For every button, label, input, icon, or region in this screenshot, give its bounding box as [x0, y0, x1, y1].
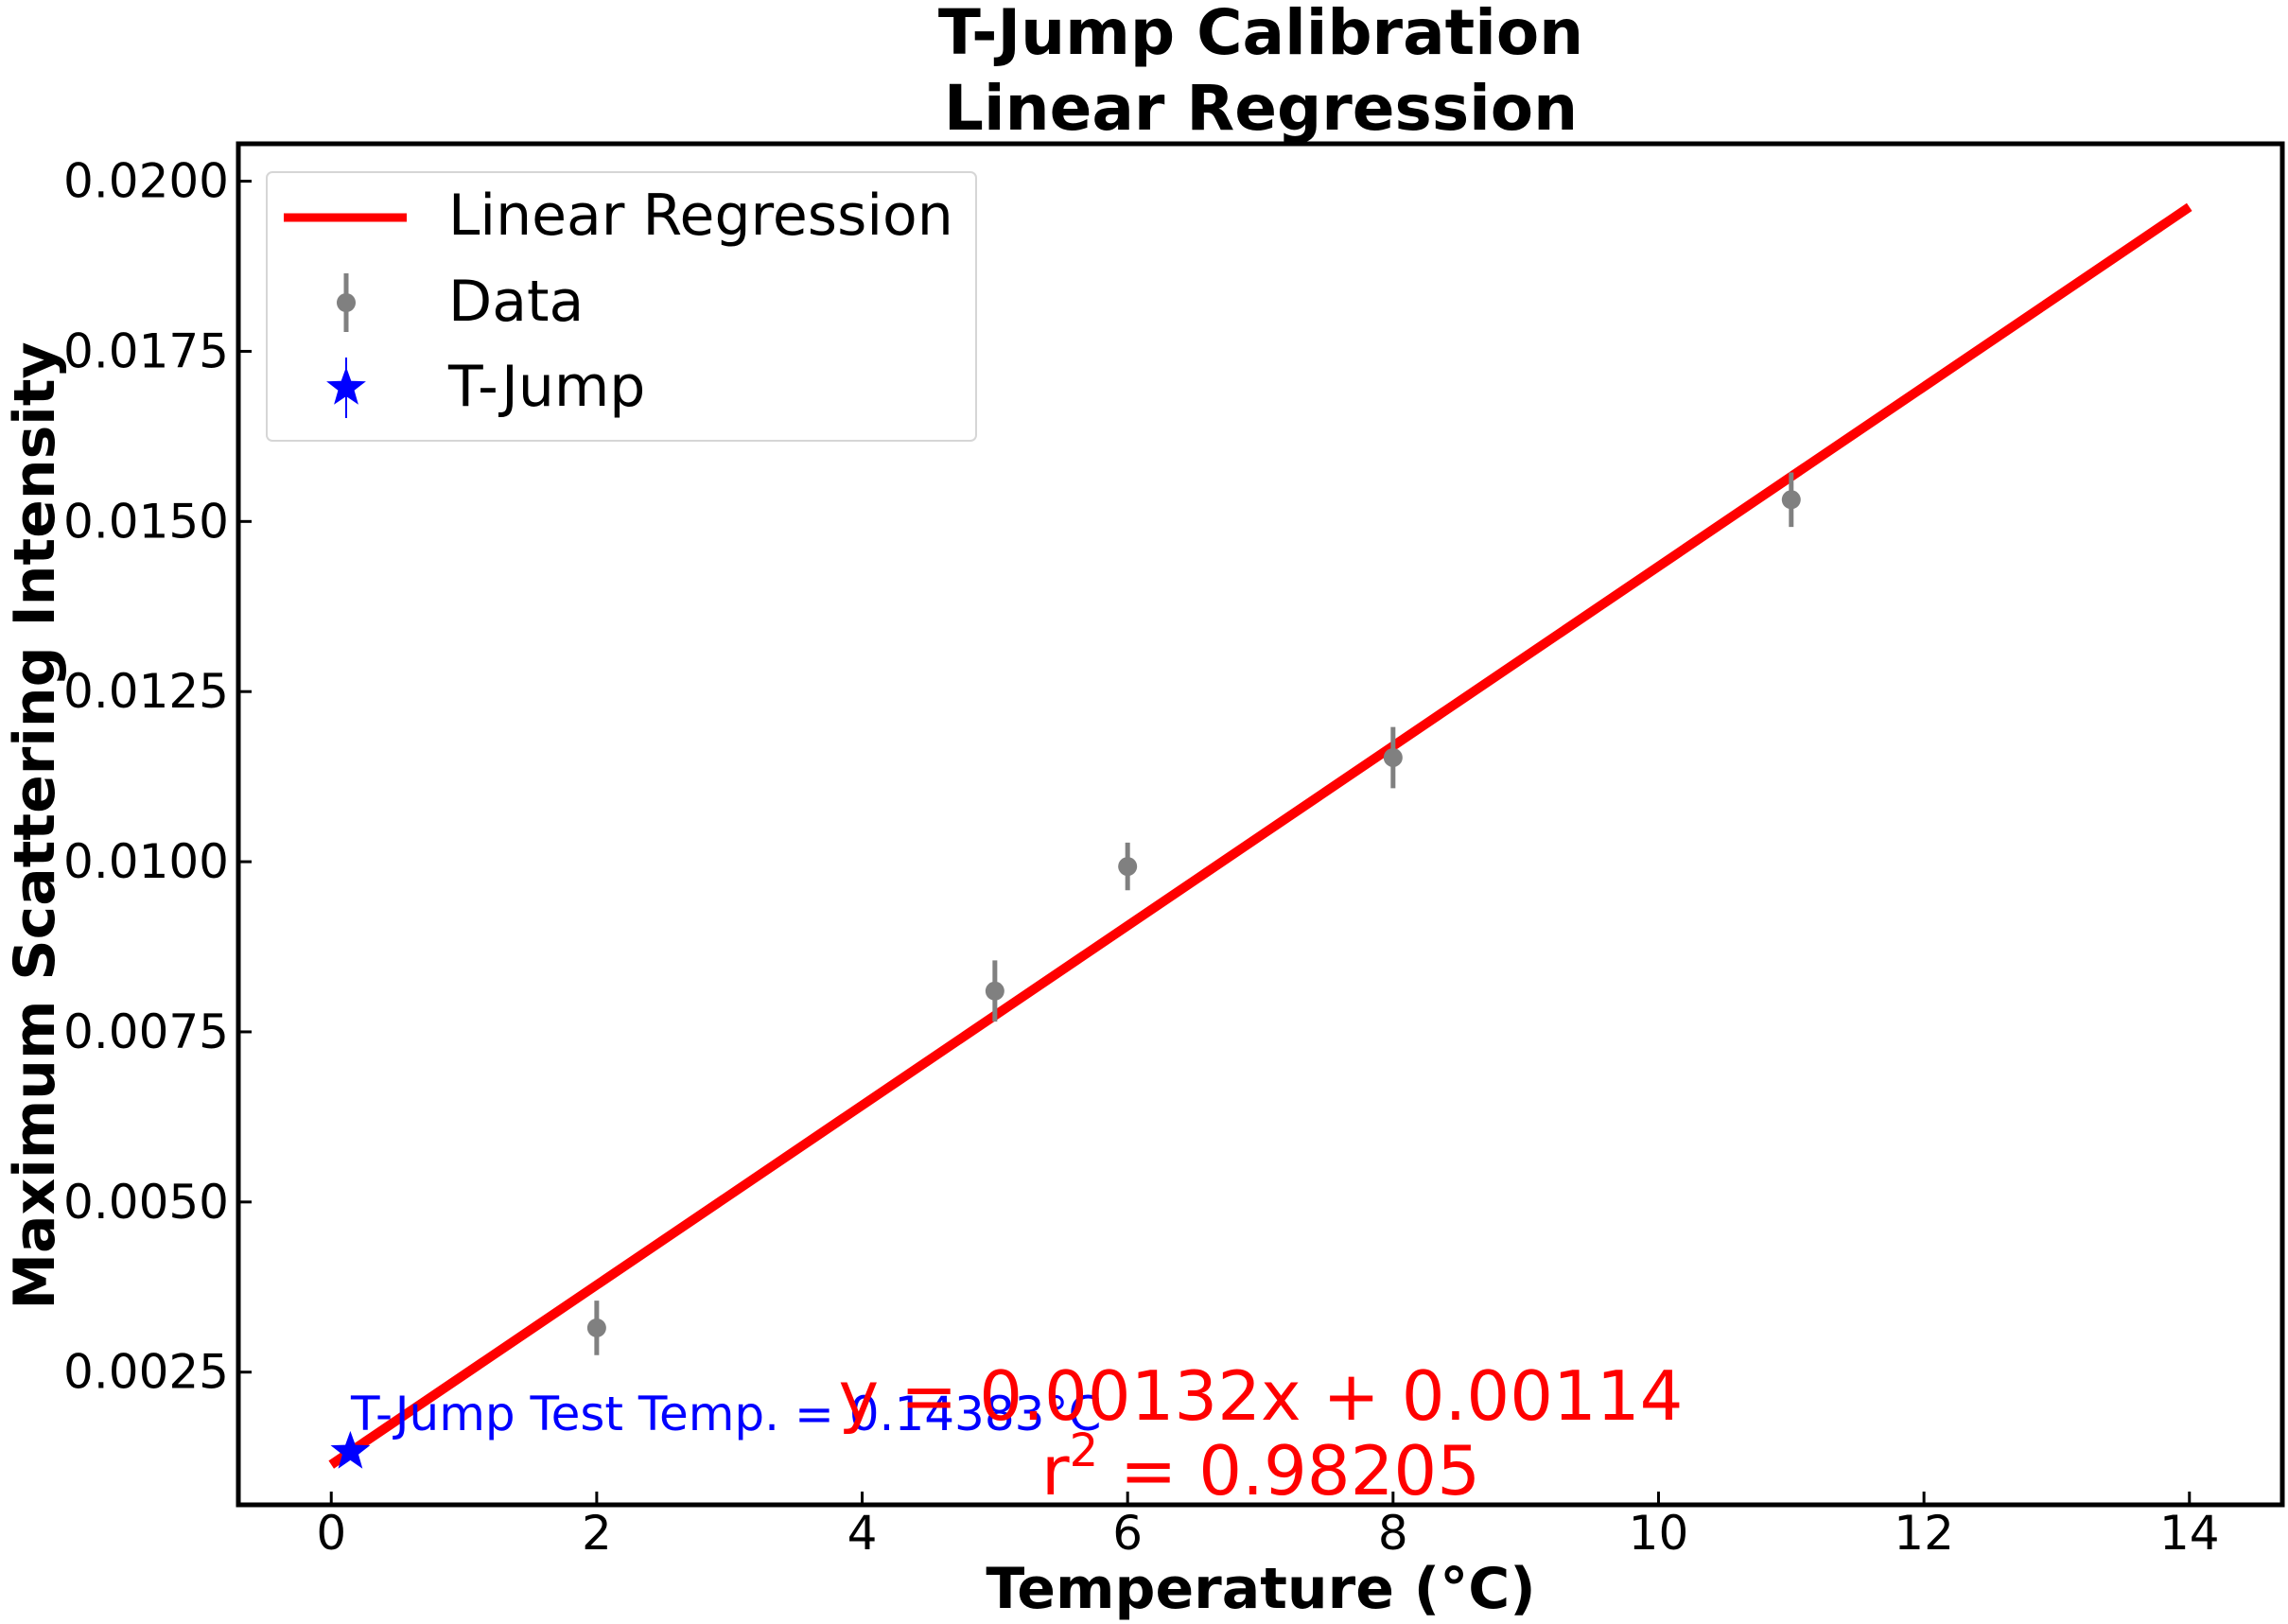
y-axis-ticks: 0.0025 0.0050 0.0075 0.0100 0.0125 0.0150 0.01… — [63, 154, 252, 1400]
x-axis-label: Temperature (°C) — [986, 1556, 1535, 1622]
x-tick-label: 12 — [1894, 1506, 1954, 1561]
chart-title: T-Jump Calibration Linear Regression — [938, 0, 1583, 145]
x-tick-label: 6 — [1112, 1506, 1143, 1561]
y-tick-label: 0.0200 — [63, 154, 229, 209]
x-tick-label: 2 — [582, 1506, 612, 1561]
legend-tjump-star-marker — [326, 367, 366, 405]
y-tick-label: 0.0125 — [63, 664, 229, 719]
r-squared-annotation: r2 = 0.98205 — [1041, 1424, 1480, 1510]
data-point — [586, 1318, 606, 1337]
legend-data-marker — [337, 293, 356, 312]
y-tick-label: 0.0100 — [63, 834, 229, 889]
legend-label-data: Data — [448, 269, 584, 335]
x-tick-label: 14 — [2159, 1506, 2220, 1561]
legend-label-tjump: T-Jump — [447, 354, 645, 420]
tjump-star-marker — [330, 1430, 371, 1469]
data-point — [985, 981, 1004, 1001]
y-tick-label: 0.0150 — [63, 494, 229, 549]
x-tick-label: 8 — [1378, 1506, 1408, 1561]
r-squared-superscript: 2 — [1070, 1424, 1099, 1477]
x-tick-label: 0 — [316, 1506, 346, 1561]
legend-label-linear-regression: Linear Regression — [448, 183, 953, 249]
plot-frame — [236, 141, 2285, 1508]
x-axis-ticks: 0 2 4 6 8 10 12 14 — [316, 1492, 2220, 1561]
r-squared-value: = 0.98205 — [1098, 1431, 1480, 1510]
regression-line — [328, 202, 2192, 1469]
y-tick-label: 0.0075 — [63, 1004, 229, 1059]
legend: Linear Regression Data T-Jump — [266, 171, 977, 442]
data-point — [1118, 857, 1138, 877]
regression-equation-annotation: y = 0.00132x + 0.00114 — [839, 1356, 1684, 1436]
data-point — [1383, 747, 1403, 767]
x-tick-label: 10 — [1629, 1506, 1689, 1561]
chart-title-line-2: Linear Regression — [944, 72, 1578, 145]
y-tick-label: 0.0050 — [63, 1175, 229, 1230]
data-point — [1781, 490, 1801, 510]
plot-area — [328, 202, 2192, 1469]
y-axis-label: Maximum Scattering Intensity — [2, 341, 68, 1309]
y-tick-label: 0.0025 — [63, 1345, 229, 1400]
chart-title-line-1: T-Jump Calibration — [938, 0, 1583, 69]
y-tick-label: 0.0175 — [63, 323, 229, 378]
x-tick-label: 4 — [847, 1506, 878, 1561]
tjump-test-temp-annotation: T-Jump Test Temp. = 0.14383°C — [350, 1387, 1101, 1441]
r-squared-prefix: r — [1041, 1431, 1070, 1510]
legend-box — [266, 171, 977, 442]
